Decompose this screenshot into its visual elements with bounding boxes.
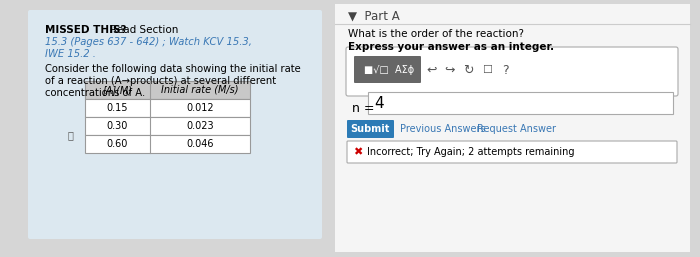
- Text: ✖: ✖: [354, 147, 363, 157]
- Text: 4: 4: [374, 96, 384, 111]
- Text: 0.60: 0.60: [107, 139, 128, 149]
- Text: What is the order of the reaction?: What is the order of the reaction?: [348, 29, 524, 39]
- Text: 👍: 👍: [67, 130, 73, 140]
- Text: 0.012: 0.012: [186, 103, 214, 113]
- Text: 0.30: 0.30: [107, 121, 128, 131]
- FancyBboxPatch shape: [354, 56, 421, 83]
- Text: n =: n =: [352, 102, 375, 115]
- Text: concentrations of A.: concentrations of A.: [45, 88, 146, 98]
- Text: ▼  Part A: ▼ Part A: [348, 10, 400, 23]
- Text: Previous Answers: Previous Answers: [400, 124, 486, 134]
- Text: 0.023: 0.023: [186, 121, 214, 131]
- FancyBboxPatch shape: [85, 135, 250, 153]
- Text: IWE 15.2 .: IWE 15.2 .: [45, 49, 96, 59]
- Text: ↻: ↻: [463, 63, 473, 77]
- Text: Express your answer as an integer.: Express your answer as an integer.: [348, 42, 554, 52]
- FancyBboxPatch shape: [335, 4, 690, 252]
- Text: Submit: Submit: [350, 124, 390, 134]
- Text: ?: ?: [502, 63, 508, 77]
- Text: MISSED THIS?: MISSED THIS?: [45, 25, 127, 35]
- FancyBboxPatch shape: [368, 92, 673, 114]
- FancyBboxPatch shape: [28, 10, 322, 239]
- Text: ↪: ↪: [444, 63, 455, 77]
- FancyBboxPatch shape: [85, 117, 250, 135]
- Text: [A](M): [A](M): [102, 85, 132, 95]
- Text: 0.046: 0.046: [186, 139, 214, 149]
- Text: 0.15: 0.15: [106, 103, 128, 113]
- Text: Initial rate (M/s): Initial rate (M/s): [161, 85, 239, 95]
- FancyBboxPatch shape: [347, 120, 394, 138]
- FancyBboxPatch shape: [347, 141, 677, 163]
- FancyBboxPatch shape: [346, 47, 678, 96]
- FancyBboxPatch shape: [85, 99, 250, 117]
- Text: Read Section: Read Section: [107, 25, 178, 35]
- Text: ↩: ↩: [427, 63, 438, 77]
- Text: 15.3 (Pages 637 - 642) ; Watch KCV 15.3,: 15.3 (Pages 637 - 642) ; Watch KCV 15.3,: [45, 37, 252, 47]
- Text: Consider the following data showing the initial rate: Consider the following data showing the …: [45, 64, 301, 74]
- Text: Incorrect; Try Again; 2 attempts remaining: Incorrect; Try Again; 2 attempts remaini…: [367, 147, 575, 157]
- FancyBboxPatch shape: [85, 81, 250, 99]
- Text: ■√□  AΣϕ: ■√□ AΣϕ: [364, 65, 414, 75]
- Text: of a reaction (A→products) at several different: of a reaction (A→products) at several di…: [45, 76, 276, 86]
- Text: ☐: ☐: [482, 65, 492, 75]
- Text: Request Answer: Request Answer: [477, 124, 556, 134]
